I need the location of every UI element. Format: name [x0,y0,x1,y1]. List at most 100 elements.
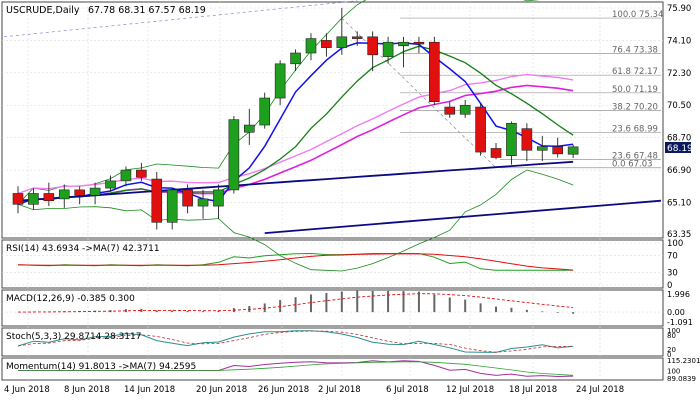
x-tick-label: 24 Jul 2018 [576,385,624,395]
navy-ma-line [17,160,574,202]
price-tick-label: 63.35 [667,230,691,240]
x-tick-label: 12 Jul 2018 [446,385,494,395]
panel-frame-mom [1,357,664,381]
candle-body [475,106,486,153]
indicator-lines [17,252,575,378]
stoch-d-line [17,330,574,353]
macd-tick-label: -1.091 [667,318,693,327]
x-tick-label: 4 Jun 2018 [4,385,50,395]
x-tick-label: 14 Jun 2018 [124,385,175,395]
rsi-label: RSI(14) 43.6934 ->MA(7) 42.3711 [6,244,160,254]
candle-body [290,52,301,65]
x-tick-label: 20 Jun 2018 [196,385,247,395]
candle-body [43,193,55,201]
momentum-label: Momentum(14) 91.8013 ->MA(7) 94.2595 [6,362,196,372]
x-tick-label: 6 Jul 2018 [386,385,429,395]
momentum-tick-label: 100 [667,367,680,375]
price-tick-label: 70.50 [667,101,691,111]
candle-body [429,41,440,102]
green-ma-line [17,45,574,205]
last-price-label: 68.19 [667,144,693,154]
candle-body [367,36,378,56]
candle-body [413,41,425,45]
candle-body [321,40,332,48]
fibonacci-levels: 100.0 75.34 76.4 73.38 61.8 72.17 50.0 71.1… [3,0,663,170]
price-tick-label: 66.90 [667,166,691,176]
candle-body [259,97,271,126]
macd-tick-label: 1.996 [667,290,690,299]
price-tick-label: 65.10 [667,198,691,208]
macd-signal-line [17,293,574,313]
rsi-ma-line [17,253,574,271]
stoch-label: Stoch(5,3,3) 29.8714 28.3117 [6,332,141,342]
long-term-ma-line [264,199,662,234]
fib-level-label: 61.8 72.17 [612,67,658,77]
panel-frame-price [1,1,664,239]
candle-body [459,104,471,115]
candle-body [305,38,317,54]
momentum-tick-label: 89.0839 [667,375,696,383]
candle-body [74,189,85,196]
stoch-tick-label: 20 [667,346,676,354]
x-tick-label: 18 Jul 2018 [509,385,557,395]
rsi-tick-label: 70 [667,252,678,262]
stoch-tick-label: 0 [667,351,671,359]
panel-frame-stoch [1,327,664,357]
candle-body [336,36,348,48]
rsi-tick-label: 30 [667,268,678,278]
price-tick-label: 75.90 [667,4,691,14]
ohlc-label: 67.78 68.31 67.57 68.19 [88,5,206,16]
x-axis-labels: 4 Jun 2018 8 Jun 2018 14 Jun 2018 20 Jun 20… [4,385,624,395]
candle-body [12,193,24,205]
price-tick-label: 72.30 [667,69,691,79]
stoch-k-line [17,330,574,353]
rsi-tick-label: 100 [667,239,683,249]
candle-body [552,146,564,155]
candle-body [274,63,286,99]
candle-body [490,148,502,158]
y-axis-labels: 75.90 74.10 72.30 70.50 68.70 66.90 65.10 63.35… [667,4,700,383]
momentum-ma-line [18,361,574,376]
momentum-tick-label: 115.2301 [667,357,700,365]
candle-body [521,128,533,151]
last-price-box [665,142,691,153]
dashed-trendline [3,0,358,38]
candle-body [58,189,70,200]
fib-level-label: 23.6 67.48 [612,152,658,162]
candles [12,8,579,230]
fib-level-label: 23.6 68.99 [612,124,658,134]
candle-body [120,169,132,182]
stoch-tick-label: 100 [667,327,680,335]
candle-body [228,119,240,191]
macd-tick-label: 0.00 [667,308,685,317]
candle-body [89,187,101,196]
x-tick-label: 26 Jun 2018 [258,385,309,395]
lower-band-line [17,169,574,272]
candle-body [105,180,116,189]
candle-body [444,106,456,115]
candle-body [398,41,409,47]
fib-level-label: 0.0 67.03 [612,160,653,170]
candle-body [382,41,394,57]
candle-body [182,189,193,207]
x-tick-label: 8 Jun 2018 [64,385,110,395]
fib-level-label: 38.2 70.20 [612,103,658,113]
price-tick-label: 68.70 [667,134,691,144]
candle-body [213,189,224,207]
fib-level-label: 100.0 75.34 [612,10,663,20]
candle-body [151,178,163,223]
panel-frame-macd [1,289,664,327]
candle-body [28,193,39,205]
fib-level-label: 76.4 73.38 [612,45,658,55]
candle-body [244,124,255,133]
candle-body [536,146,548,151]
stoch-tick-label: 80 [667,332,676,340]
x-tick-label: 2 Jul 2018 [318,385,361,395]
fib-level-label: 50.0 71.19 [612,85,658,95]
candle-body [136,169,147,178]
candle-body [351,36,363,39]
panel-frame-rsi [1,239,664,289]
symbol-label: USCRUDE,Daily [6,5,80,16]
